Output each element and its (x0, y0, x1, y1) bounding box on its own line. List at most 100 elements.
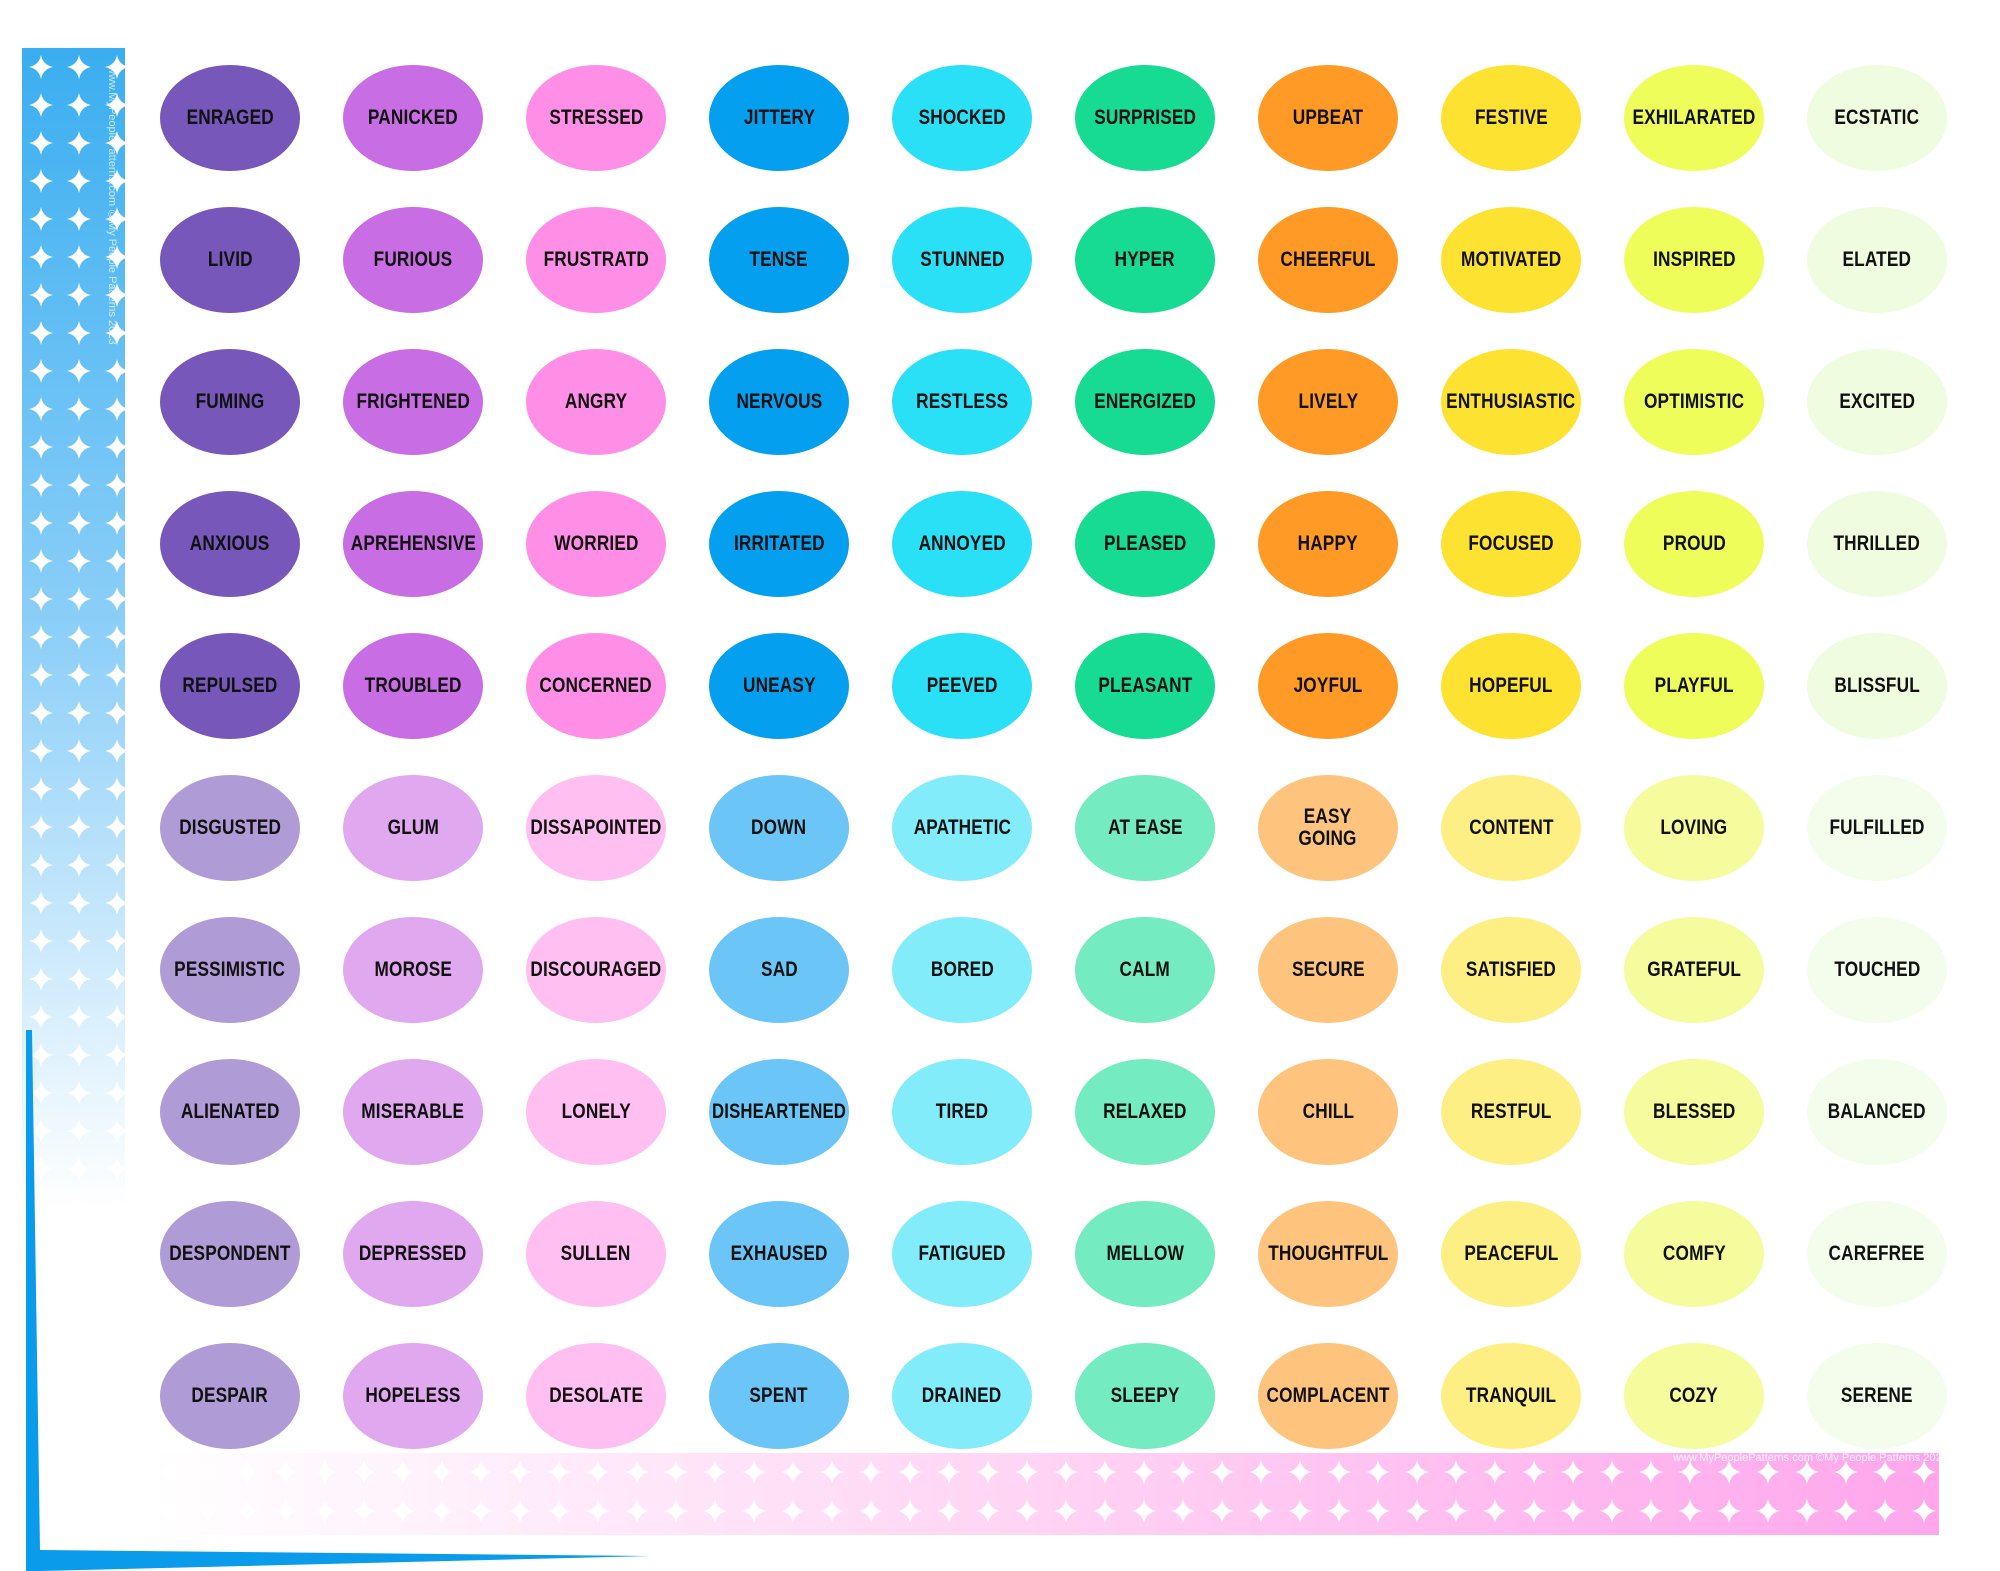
feeling-label: SHOCKED (918, 106, 1006, 129)
feeling-pill: TRANQUIL (1441, 1343, 1581, 1449)
feeling-pill: LIVID (160, 207, 300, 313)
feeling-pill: CONTENT (1441, 775, 1581, 881)
feeling-pill: CHILL (1258, 1059, 1398, 1165)
feeling-label: MOTIVATED (1460, 248, 1562, 271)
feeling-pill: BALANCED (1807, 1059, 1947, 1165)
feeling-label: HOPEFUL (1469, 674, 1553, 697)
feeling-pill: FURIOUS (343, 207, 483, 313)
feeling-pill: MOTIVATED (1441, 207, 1581, 313)
feeling-label: FRIGHTENED (356, 390, 470, 413)
feeling-pill: PEACEFUL (1441, 1201, 1581, 1307)
feeling-label: SERENE (1841, 1384, 1913, 1407)
feeling-pill: STUNNED (892, 207, 1032, 313)
feeling-label: BORED (930, 958, 994, 981)
feeling-label: CONCERNED (539, 674, 653, 697)
feeling-pill: BORED (892, 917, 1032, 1023)
feeling-label: ANXIOUS (190, 532, 270, 555)
feeling-pill: FOCUSED (1441, 491, 1581, 597)
feeling-pill: WORRIED (526, 491, 666, 597)
feeling-pill: THRILLED (1807, 491, 1947, 597)
feeling-pill: SATISFIED (1441, 917, 1581, 1023)
feeling-pill: DESPAIR (160, 1343, 300, 1449)
feeling-pill: BLESSED (1624, 1059, 1764, 1165)
feeling-label: STUNNED (919, 248, 1005, 271)
feeling-pill: FULFILLED (1807, 775, 1947, 881)
feeling-label: JITTERY (743, 106, 815, 129)
feeling-label: FRUSTRATD (543, 248, 649, 271)
feeling-label: APREHENSIVE (350, 532, 476, 555)
feeling-label: ENRAGED (186, 106, 274, 129)
feeling-label: TROUBLED (364, 674, 462, 697)
feeling-label: ANNOYED (918, 532, 1006, 555)
feeling-pill: SLEEPY (1075, 1343, 1215, 1449)
feeling-label: ALIENATED (180, 1100, 280, 1123)
feeling-pill: LIVELY (1258, 349, 1398, 455)
feeling-label: DRAINED (922, 1384, 1002, 1407)
feeling-pill: EXHAUSED (709, 1201, 849, 1307)
feeling-pill: APATHETIC (892, 775, 1032, 881)
feeling-pill: CONCERNED (526, 633, 666, 739)
feeling-label: CHILL (1302, 1100, 1354, 1123)
feelings-grid: ENRAGED PANICKED STRESSED JITTERY SHOCKED SUR… (160, 65, 1947, 1449)
feeling-pill: TOUCHED (1807, 917, 1947, 1023)
feeling-pill: FUMING (160, 349, 300, 455)
feeling-label: RESTLESS (915, 390, 1009, 413)
feeling-pill: TIRED (892, 1059, 1032, 1165)
feeling-pill: UPBEAT (1258, 65, 1398, 171)
feeling-label: PLEASANT (1097, 674, 1193, 697)
feeling-pill: FRUSTRATD (526, 207, 666, 313)
feeling-label: FESTIVE (1474, 106, 1548, 129)
feeling-pill: PLEASANT (1075, 633, 1215, 739)
feeling-label: NERVOUS (736, 390, 822, 413)
feeling-label: TRANQUIL (1465, 1384, 1557, 1407)
feeling-pill: RELAXED (1075, 1059, 1215, 1165)
feeling-label: DEPRESSED (359, 1242, 467, 1265)
feeling-pill: COZY (1624, 1343, 1764, 1449)
feeling-pill: SHOCKED (892, 65, 1032, 171)
feeling-label: EXCITED (1839, 390, 1915, 413)
feeling-label: BALANCED (1828, 1100, 1926, 1123)
feeling-pill: PEEVED (892, 633, 1032, 739)
feeling-label: DESPAIR (191, 1384, 269, 1407)
feeling-label: AT EASE (1107, 816, 1183, 839)
feeling-label: SPENT (749, 1384, 809, 1407)
feeling-pill: ENTHUSIASTIC (1441, 349, 1581, 455)
feeling-pill: HYPER (1075, 207, 1215, 313)
feeling-pill: SULLEN (526, 1201, 666, 1307)
feeling-pill: STRESSED (526, 65, 666, 171)
feeling-pill: DISHEARTENED (709, 1059, 849, 1165)
feeling-pill: TROUBLED (343, 633, 483, 739)
feeling-pill: ECSTATIC (1807, 65, 1947, 171)
feeling-pill: PESSIMISTIC (160, 917, 300, 1023)
feeling-pill: HOPEFUL (1441, 633, 1581, 739)
feeling-label: LIVELY (1298, 390, 1358, 413)
feeling-label: COZY (1669, 1384, 1719, 1407)
feeling-label: FATIGUED (918, 1242, 1006, 1265)
feeling-pill: DESOLATE (526, 1343, 666, 1449)
feeling-label: EXHILARATED (1632, 106, 1756, 129)
left-pattern-strip (22, 48, 125, 1208)
bottom-pattern-strip (150, 1453, 1939, 1535)
feeling-label: REPULSED (182, 674, 278, 697)
feeling-label: THRILLED (1833, 532, 1921, 555)
feeling-label: PLEASED (1103, 532, 1187, 555)
feeling-pill: REPULSED (160, 633, 300, 739)
feeling-label: CHEERFUL (1280, 248, 1376, 271)
feeling-pill: DESPONDENT (160, 1201, 300, 1307)
feeling-label: HAPPY (1297, 532, 1359, 555)
feeling-label: LONELY (561, 1100, 631, 1123)
feeling-label: PEEVED (926, 674, 998, 697)
feeling-label: COMFY (1662, 1242, 1726, 1265)
feeling-pill: COMFY (1624, 1201, 1764, 1307)
feeling-pill: NERVOUS (709, 349, 849, 455)
feeling-pill: INSPIRED (1624, 207, 1764, 313)
feeling-label: COMPLACENT (1266, 1384, 1390, 1407)
watermark-horizontal: www.MyPeoplePatterns.com ©My People Patt… (1673, 1452, 1948, 1464)
feeling-pill: EXCITED (1807, 349, 1947, 455)
feeling-label: RELAXED (1103, 1100, 1187, 1123)
feeling-pill: RESTLESS (892, 349, 1032, 455)
feeling-pill: ANGRY (526, 349, 666, 455)
feeling-label: RESTFUL (1470, 1100, 1552, 1123)
feeling-label: INSPIRED (1652, 248, 1736, 271)
feeling-label: CAREFREE (1828, 1242, 1926, 1265)
